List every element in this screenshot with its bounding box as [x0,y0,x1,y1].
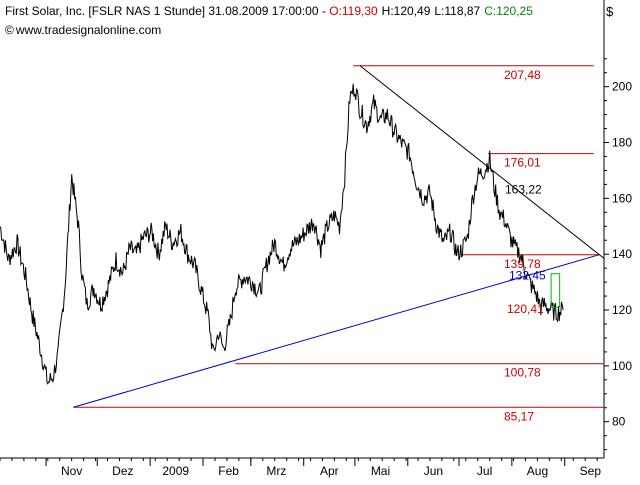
price-line [0,83,564,385]
watermark-text: © www.tradesignalonline.com [5,23,161,37]
header-close: C:120,25 [484,4,533,18]
header-low: L:118,87 [434,4,480,18]
support-trendline [73,254,600,408]
x-tick-label: Jun [424,464,443,478]
header-open: O:119,30 [329,4,378,18]
level-label: 100,78 [504,366,541,380]
x-tick-label: Nov [61,464,82,478]
level-label: 207,48 [504,68,541,82]
value-label: 132,45 [509,268,546,282]
x-tick-label: Jul [477,464,492,478]
x-tick-label: Sep [580,464,602,478]
y-tick-label: 80 [612,415,626,429]
header-high: H:120,49 [382,4,431,18]
header-instrument: First Solar, Inc. [FSLR NAS 1 Stunde] 31… [5,4,329,18]
x-tick-label: Mai [371,464,390,478]
level-label: 85,17 [504,409,534,423]
value-label: 120,41 [507,302,544,316]
y-tick-label: 160 [612,191,632,205]
x-tick-label: Mrz [266,464,286,478]
y-tick-label: 200 [612,80,632,94]
resistance-trendline [359,65,605,259]
y-tick-label: 180 [612,136,632,150]
chart-header: First Solar, Inc. [FSLR NAS 1 Stunde] 31… [5,4,533,18]
value-label: 163,22 [505,182,542,196]
y-tick-label: 100 [612,359,632,373]
y-tick-label: 140 [612,247,632,261]
x-tick-label: Feb [218,464,239,478]
level-label: 139,78 [504,257,541,271]
x-tick-label: 2009 [162,464,189,478]
x-tick-label: Apr [320,464,339,478]
x-tick-label: Aug [527,464,548,478]
x-tick-label: Dez [112,464,133,478]
copyright-icon: © [5,23,14,37]
target-box [550,273,561,308]
level-label: 176,01 [504,156,541,170]
currency-symbol: $ [606,4,614,19]
y-tick-label: 120 [612,303,632,317]
